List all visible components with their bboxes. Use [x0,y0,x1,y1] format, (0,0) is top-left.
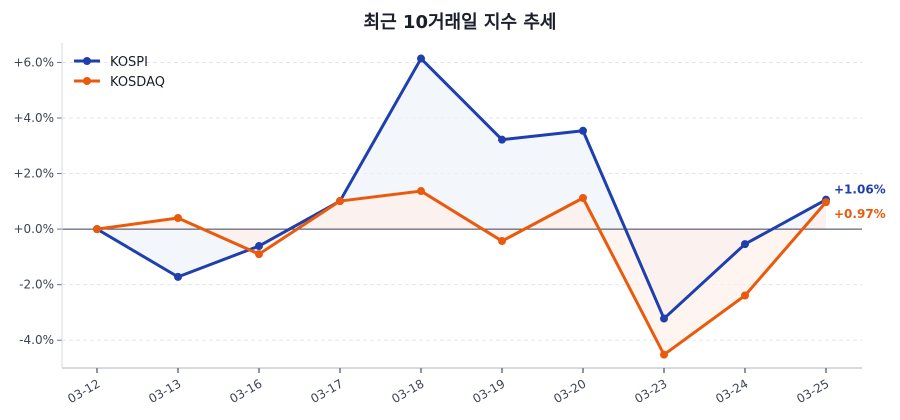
legend-kospi-label: KOSPI [110,55,148,70]
kosdaq-end-label: +0.97% [834,207,886,221]
x-tick-label: 03-23 [632,376,669,406]
kosdaq-point [822,198,830,207]
x-tick-label: 03-16 [227,376,264,406]
kosdaq-point [255,250,263,259]
kosdaq-point [498,237,506,246]
kospi-point [255,242,263,251]
kospi-point [174,272,182,281]
y-tick-label: -2.0% [19,278,54,292]
kospi-point [498,135,506,144]
x-tick-label: 03-17 [308,376,345,406]
kosdaq-point [741,291,749,300]
kosdaq-point [417,187,425,196]
x-tick-label: 03-24 [713,376,750,406]
kosdaq-point [174,214,182,222]
x-tick-label: 03-13 [146,376,183,406]
chart-title: 최근 10거래일 지수 추세 [364,12,557,33]
y-tick-label: +0.0% [13,222,54,236]
legend-kospi-marker [83,57,91,65]
kosdaq-line [96,189,828,357]
x-tick-label: 03-25 [794,376,831,406]
kosdaq-point [579,194,587,202]
kosdaq-point [660,350,668,359]
x-tick-label: 03-12 [65,376,102,406]
kospi-point [660,314,668,323]
kosdaq-point [93,225,101,234]
y-tick-label: +2.0% [13,167,54,181]
legend-kosdaq-marker [83,77,91,85]
x-tick-label: 03-20 [551,376,588,406]
x-tick-label: 03-18 [389,376,426,406]
legend-kosdaq-label: KOSDAQ [110,75,165,90]
kospi-point [579,126,587,135]
x-tick-label: 03-19 [470,376,507,406]
legend: KOSPI KOSDAQ [74,55,165,90]
kosdaq-point [336,197,344,206]
y-tick-label: +4.0% [13,111,54,125]
y-tick-label: +6.0% [13,55,54,69]
y-tick-label: -4.0% [19,333,54,347]
kospi-end-label: +1.06% [834,183,886,197]
kospi-line [96,57,827,321]
kospi-point [741,240,749,249]
kospi-point [417,54,425,63]
